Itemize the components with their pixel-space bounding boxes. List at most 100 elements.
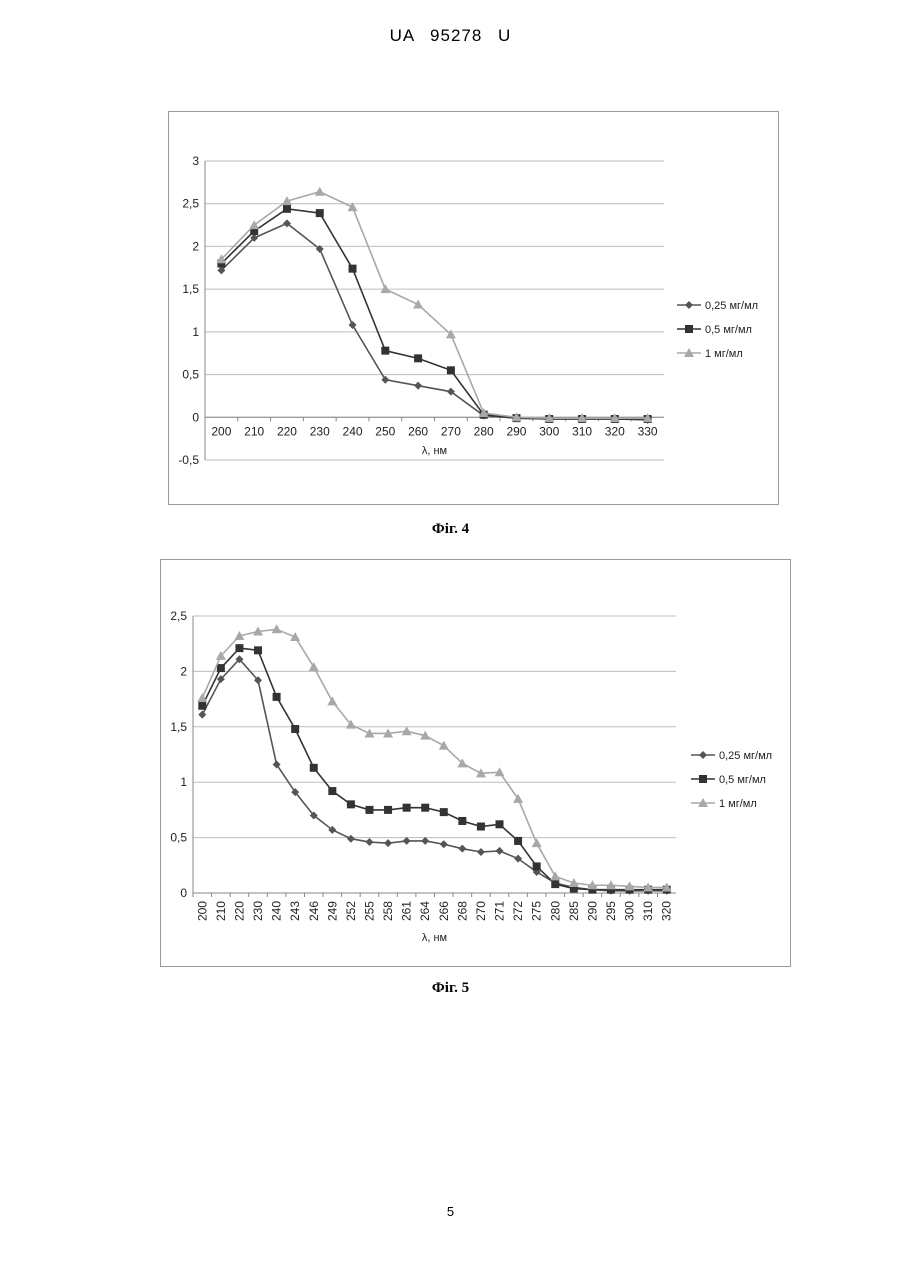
x-tick-label: 270 [474,901,488,921]
x-tick-label: 290 [585,901,599,921]
series-2-line [202,648,666,890]
x-tick-label: 300 [539,424,559,438]
series-1 [198,655,670,895]
x-tick-label: 246 [307,901,321,921]
x-tick-label: 271 [493,901,507,921]
x-tick-label: 255 [362,901,376,921]
series-1-point-11 [403,837,411,845]
x-tick-label: 210 [244,424,264,438]
x-axis-title: λ, нм [422,445,447,457]
y-tick-label: 2 [180,664,187,678]
x-tick-label: 260 [408,424,428,438]
legend-marker-point-0 [685,301,693,309]
series-2-point-9 [365,806,373,814]
series-2-point-8 [347,800,355,808]
legend-label: 1 мг/мл [705,348,743,360]
series-3 [197,624,671,891]
x-tick-label: 258 [381,901,395,921]
x-tick-label: 243 [288,901,302,921]
series-2-point-5 [381,347,389,355]
x-tick-label: 272 [511,901,525,921]
x-tick-label: 240 [343,424,363,438]
x-tick-label: 280 [548,901,562,921]
series-2-point-3 [316,209,324,217]
series-3-point-3 [315,187,325,196]
legend-marker-point-1 [699,775,707,783]
x-tick-label: 249 [325,901,339,921]
x-tick-label: 210 [214,901,228,921]
series-1-point-15 [477,848,485,856]
series-2-point-0 [198,702,206,710]
legend-marker-point-1 [685,325,693,333]
x-tick-label: 220 [232,901,246,921]
x-tick-label: 230 [310,424,330,438]
x-tick-label: 240 [270,901,284,921]
legend-item-2: 0,5 мг/мл [691,774,766,786]
x-tick-label: 300 [623,901,637,921]
x-tick-label: 295 [604,901,618,921]
series-1-point-16 [496,847,504,855]
series-1-point-13 [440,840,448,848]
figure-5-chart: 00,511,522,52002102202302402432462492522… [160,559,791,967]
series-3-point-7 [327,696,337,705]
series-1-line [221,223,647,419]
series-2-point-15 [477,823,485,831]
series-2-point-19 [551,880,559,888]
series-2-point-5 [291,725,299,733]
series-1-line [202,659,666,891]
x-tick-label: 266 [437,901,451,921]
figure-4-caption: Фіг. 4 [0,521,901,538]
series-2-point-2 [283,205,291,213]
series-3-point-1 [249,220,259,229]
series-2-point-17 [514,837,522,845]
figure-4-chart: -0,500,511,522,5320021022023024025026027… [168,111,779,505]
x-tick-label: 264 [418,901,432,921]
legend-marker-point-0 [699,751,707,759]
series-3-point-4 [272,624,282,633]
y-tick-label: 2,5 [170,609,187,623]
series-2-point-10 [384,806,392,814]
x-tick-label: 285 [567,901,581,921]
series-1-point-8 [347,835,355,843]
legend-item-1: 0,25 мг/мл [677,300,758,312]
series-2-point-11 [403,804,411,812]
series-3 [216,187,652,422]
y-tick-label: 0 [180,886,187,900]
series-2-point-12 [421,804,429,812]
series-2 [217,205,651,423]
x-tick-label: 320 [660,901,674,921]
series-2-line [221,209,647,419]
y-tick-label: 1 [180,775,187,789]
document-header: UA 95278 U [0,26,901,46]
x-tick-label: 320 [605,424,625,438]
legend-label: 0,25 мг/мл [719,750,772,762]
legend-label: 1 мг/мл [719,798,757,810]
series-2-point-7 [328,787,336,795]
legend-label: 0,5 мг/мл [705,324,752,336]
series-3-line [202,629,666,887]
series-1-point-0 [198,711,206,719]
series-2-point-2 [235,644,243,652]
series-2-point-7 [447,366,455,374]
legend-label: 0,25 мг/мл [705,300,758,312]
y-tick-label: 2,5 [182,197,199,211]
series-3-point-11 [402,726,412,735]
figure-5-caption: Фіг. 5 [0,980,901,997]
x-tick-label: 330 [638,424,658,438]
series-3-point-5 [290,632,300,641]
x-tick-label: 310 [572,424,592,438]
y-tick-label: 1,5 [182,282,199,296]
series-1-point-6 [414,382,422,390]
series-2-point-16 [496,820,504,828]
legend-item-3: 1 мг/мл [691,798,757,810]
series-2-point-4 [273,693,281,701]
x-tick-label: 250 [375,424,395,438]
series-1-point-5 [381,376,389,384]
figure-5-plot: 00,511,522,52002102202302402432462492522… [161,560,790,966]
x-tick-label: 310 [641,901,655,921]
y-tick-label: 3 [192,154,199,168]
series-3-point-18 [532,838,542,847]
y-tick-label: 0 [192,410,199,424]
y-tick-label: 0,5 [170,831,187,845]
y-tick-label: 2 [192,239,199,253]
